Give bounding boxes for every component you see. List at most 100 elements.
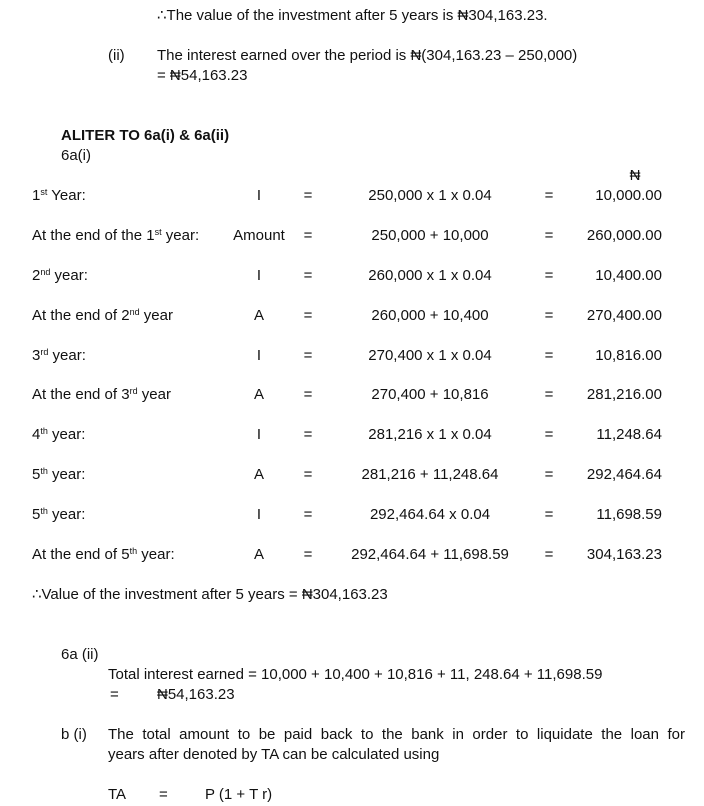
- equals: =: [544, 426, 554, 443]
- expression: 292,464.64 + 11,698.59: [351, 546, 509, 563]
- equals: =: [544, 267, 554, 284]
- label-text: year:: [47, 506, 86, 523]
- label-text: year:: [48, 347, 86, 364]
- label-text: year: [139, 307, 173, 324]
- row-label: 3rd year:: [32, 347, 86, 365]
- equals: =: [544, 466, 554, 483]
- label-text: 4: [32, 426, 41, 443]
- label-superscript: th: [40, 466, 48, 476]
- result: 270,400.00: [586, 307, 662, 324]
- equals: =: [110, 686, 119, 703]
- result: 10,400.00: [595, 267, 662, 284]
- symbol: I: [256, 347, 262, 364]
- currency-header: ₦: [629, 167, 641, 184]
- label-text: At the end of the 1: [32, 227, 155, 244]
- symbol: I: [256, 187, 262, 204]
- result: 304,163.23: [586, 546, 662, 563]
- label-text: year:: [137, 546, 175, 563]
- expression: 281,216 + 11,248.64: [361, 466, 499, 483]
- label-text: 2: [32, 267, 41, 284]
- row-label: At the end of 3rd year: [32, 386, 171, 404]
- equals: =: [544, 227, 554, 244]
- equals: =: [303, 386, 313, 403]
- equals: =: [159, 786, 168, 803]
- label-text: year:: [47, 426, 86, 443]
- text-line: Total interest earned = 10,000 + 10,400 …: [108, 666, 603, 683]
- label-text: 1: [32, 187, 41, 204]
- result: 10,000.00: [595, 187, 662, 204]
- symbol: Amount: [233, 227, 285, 244]
- equals: =: [303, 466, 313, 483]
- result: 260,000.00: [586, 227, 662, 244]
- row-label: 5th year:: [32, 466, 85, 484]
- expression: 260,000 x 1 x 0.04: [368, 267, 492, 284]
- label-text: 5: [32, 466, 41, 483]
- section-subtitle: 6a(i): [61, 147, 92, 164]
- equals: =: [544, 347, 554, 364]
- formula-rhs: P (1 + T r): [205, 786, 273, 803]
- equals: =: [544, 386, 554, 403]
- label-text: At the end of 3: [32, 386, 130, 403]
- expression: 281,216 x 1 x 0.04: [368, 426, 492, 443]
- label-superscript: rd: [129, 386, 138, 396]
- row-label: At the end of 2nd year: [32, 307, 173, 325]
- symbol: A: [253, 307, 265, 324]
- equals: =: [303, 187, 313, 204]
- label-text: 3: [32, 347, 41, 364]
- row-label: 1st Year:: [32, 187, 86, 205]
- label-text: At the end of 2: [32, 307, 130, 324]
- conclusion: ∴The value of the investment after 5 yea…: [157, 7, 548, 24]
- equals: =: [303, 426, 313, 443]
- label-text: At the end of 5: [32, 546, 130, 563]
- expression: 270,400 + 10,816: [371, 386, 489, 403]
- expression: 250,000 x 1 x 0.04: [368, 187, 492, 204]
- equals: =: [544, 546, 554, 563]
- equals: =: [544, 506, 554, 523]
- conclusion: ∴Value of the investment after 5 years =…: [32, 586, 388, 603]
- label-superscript: nd: [129, 307, 140, 317]
- expression: 270,400 x 1 x 0.04: [368, 347, 492, 364]
- equals: =: [544, 187, 554, 204]
- label-superscript: st: [154, 227, 162, 237]
- result: 292,464.64: [586, 466, 662, 483]
- section-title: ALITER TO 6a(i) & 6a(ii): [61, 127, 230, 144]
- label-superscript: th: [40, 506, 48, 516]
- result: 281,216.00: [586, 386, 662, 403]
- text-line: The interest earned over the period is ₦…: [157, 47, 578, 64]
- symbol: A: [253, 466, 265, 483]
- equals: =: [303, 267, 313, 284]
- label-text: year:: [47, 466, 86, 483]
- equals: =: [303, 546, 313, 563]
- equals: =: [303, 307, 313, 324]
- row-label: 4th year:: [32, 426, 85, 444]
- label-text: year:: [161, 227, 200, 244]
- symbol: I: [256, 426, 262, 443]
- label-superscript: rd: [40, 347, 49, 357]
- formula-lhs: TA: [108, 786, 127, 803]
- symbol: I: [256, 506, 262, 523]
- result: 10,816.00: [595, 347, 662, 364]
- result: 11,698.59: [596, 506, 662, 523]
- row-label: At the end of 5th year:: [32, 546, 175, 564]
- part-label: b (i): [61, 726, 87, 743]
- text-line: years after denoted by TA can be calcula…: [108, 746, 440, 763]
- label-text: year:: [50, 267, 88, 284]
- expression: 292,464.64 x 0.04: [369, 506, 491, 523]
- result: = ₦54,163.23: [157, 67, 248, 84]
- part-label: 6a (ii): [61, 646, 99, 663]
- expression: 260,000 + 10,400: [371, 307, 489, 324]
- result: ₦54,163.23: [157, 686, 235, 703]
- equals: =: [303, 227, 313, 244]
- row-label: 2nd year:: [32, 267, 88, 285]
- expression: 250,000 + 10,000: [371, 227, 489, 244]
- label-text: Year:: [47, 187, 86, 204]
- label-text: year: [137, 386, 171, 403]
- symbol: I: [256, 267, 262, 284]
- label-superscript: th: [40, 426, 48, 436]
- part-label: (ii): [108, 47, 125, 64]
- row-label: At the end of the 1st year:: [32, 227, 199, 245]
- result: 11,248.64: [596, 426, 662, 443]
- equals: =: [544, 307, 554, 324]
- label-text: 5: [32, 506, 41, 523]
